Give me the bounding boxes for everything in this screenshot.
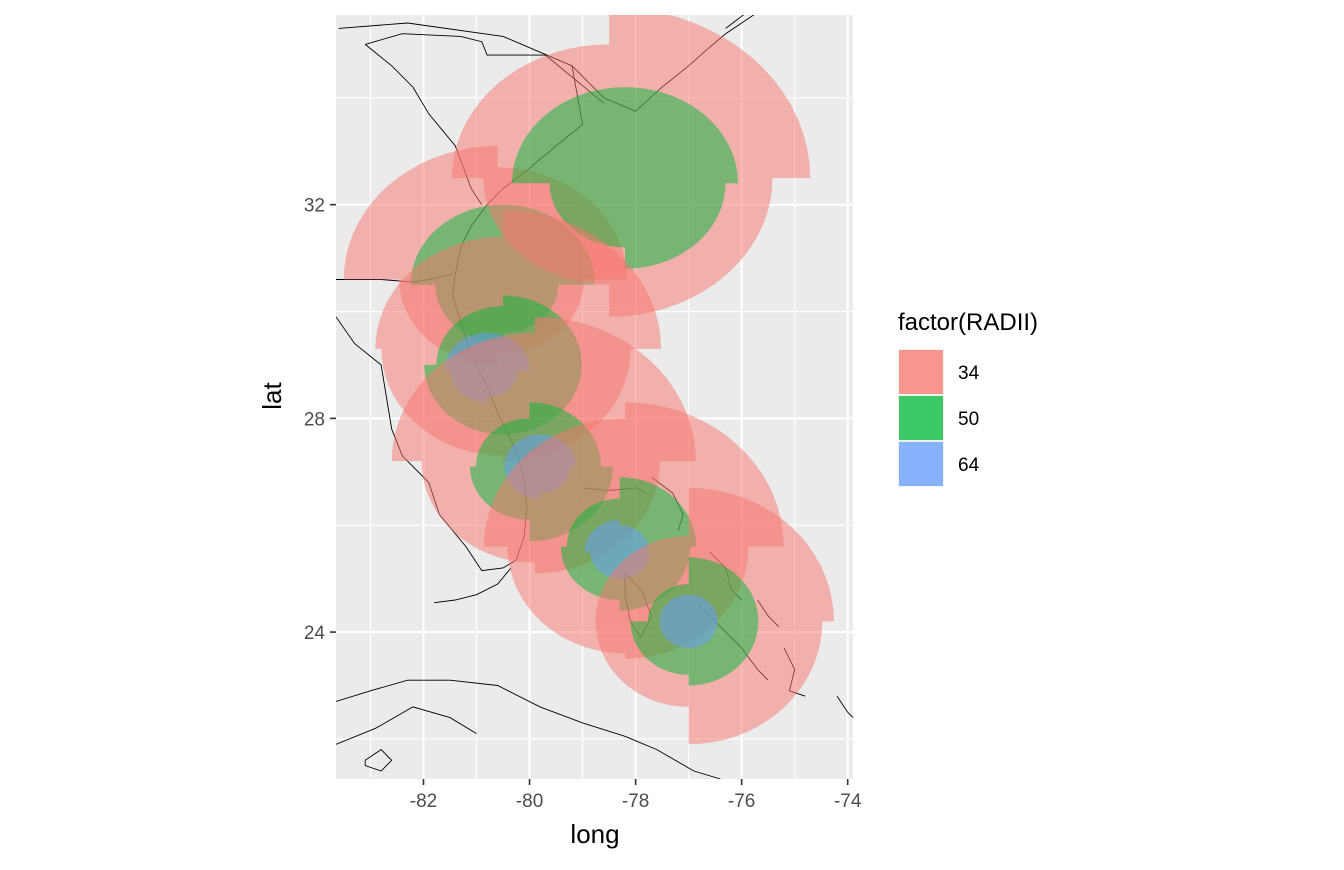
x-axis-title: long [570, 819, 619, 849]
x-tick-label: -78 [622, 791, 649, 812]
y-tick-label: 24 [304, 623, 326, 644]
coastline-isle-of-youth [364, 749, 393, 772]
legend-entries: 34 50 64 [898, 349, 980, 487]
y-tick-label: 28 [304, 409, 325, 430]
y-tick-label: 32 [304, 196, 325, 217]
legend-label: 34 [958, 363, 980, 384]
legend: factor(RADII) 34 50 64 [898, 309, 1038, 487]
legend-label: 50 [958, 409, 979, 430]
legend-key-50 [899, 396, 943, 440]
coastline-nc-sc-border [365, 33, 605, 104]
x-tick-label: -80 [516, 791, 543, 812]
x-tick-label: -74 [834, 791, 862, 812]
coastline-outer-banks [725, 15, 745, 29]
coastline-acklins [836, 695, 853, 718]
coastline-cuba-south [336, 706, 477, 745]
y-axis-title: lat [257, 381, 287, 409]
wind-radii-64-15 [659, 594, 718, 649]
x-axis: -82 -80 -78 -76 -74 [410, 779, 862, 812]
x-tick-label: -82 [410, 791, 437, 812]
y-axis: 24 28 32 [304, 196, 336, 644]
x-tick-label: -76 [728, 791, 755, 812]
coastline-florida-keys [434, 567, 512, 604]
legend-key-64 [899, 442, 943, 486]
coastline-cuba-north [336, 679, 721, 779]
legend-label: 64 [958, 455, 980, 476]
legend-key-34 [899, 350, 943, 394]
legend-title: factor(RADII) [898, 309, 1038, 336]
wind-radii-layer [343, 15, 834, 745]
